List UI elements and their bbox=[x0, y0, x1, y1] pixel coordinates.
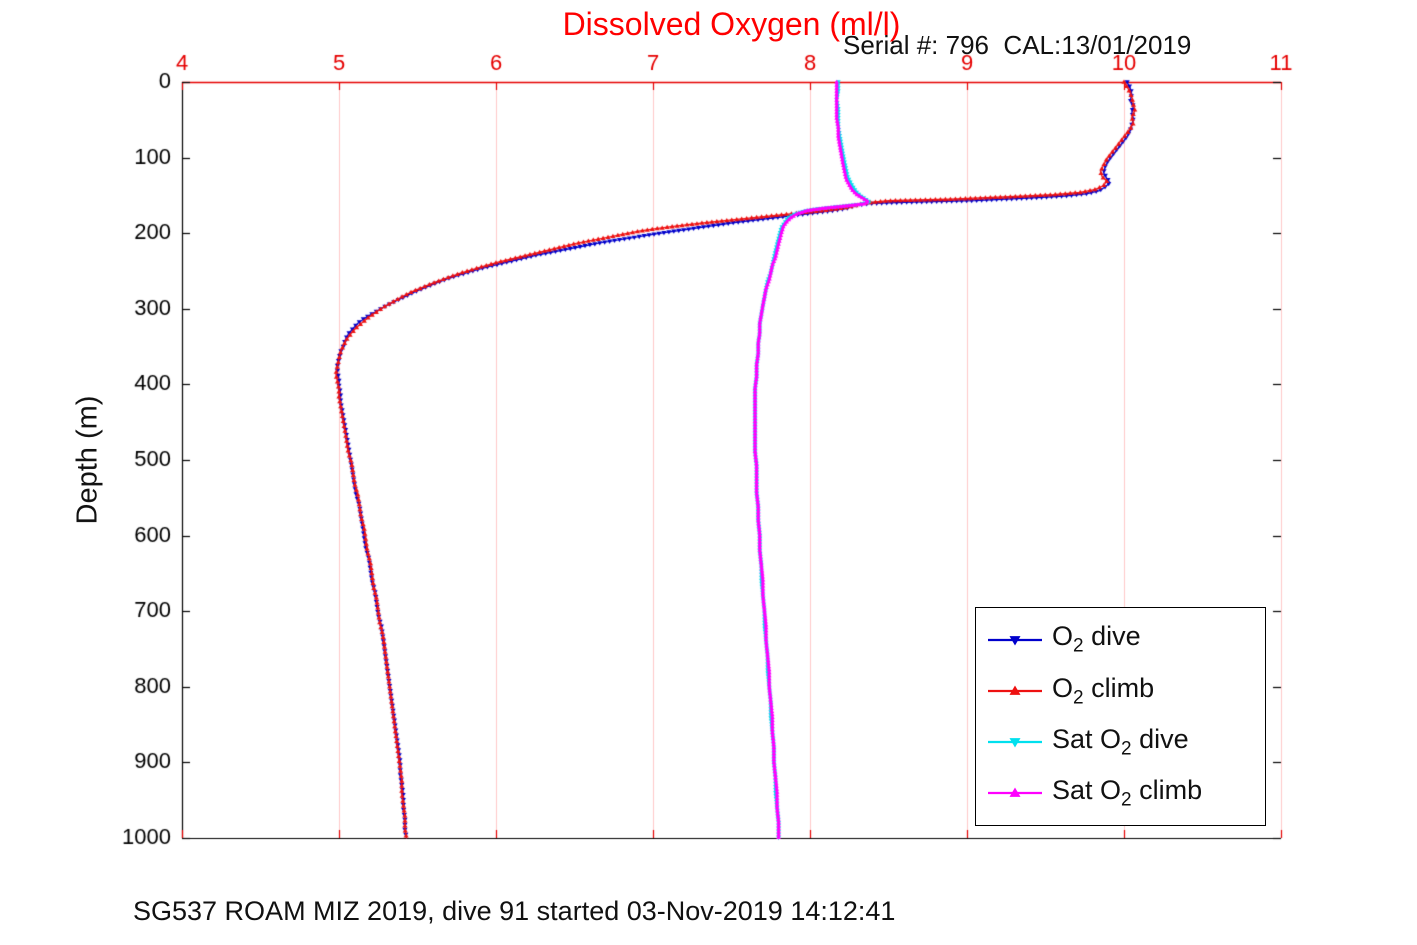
legend-item-sat-o2-climb: Sat O2 climb bbox=[986, 775, 1261, 811]
legend: O2 dive O2 climb Sat O2 dive Sat O2 climb bbox=[975, 607, 1266, 826]
figure-caption: SG537 ROAM MIZ 2019, dive 91 started 03-… bbox=[133, 896, 896, 926]
legend-item-o2-dive: O2 dive bbox=[986, 621, 1261, 657]
y-axis-label: Depth (m) bbox=[71, 395, 104, 525]
legend-swatch-o2-dive bbox=[988, 635, 1042, 646]
legend-swatch-o2-climb bbox=[988, 685, 1042, 695]
legend-item-sat-o2-dive: Sat O2 dive bbox=[986, 724, 1261, 760]
legend-label-sat-o2-climb: Sat O2 climb bbox=[1052, 775, 1203, 811]
legend-swatch-sat-o2-climb bbox=[988, 787, 1042, 798]
legend-label-sat-o2-dive: Sat O2 dive bbox=[1052, 723, 1189, 760]
legend-swatch-sat-o2-dive bbox=[988, 738, 1042, 748]
legend-item-o2-climb: O2 climb bbox=[986, 673, 1261, 709]
legend-label-o2-climb: O2 climb bbox=[1052, 672, 1155, 709]
legend-label-o2-dive: O2 dive bbox=[1052, 621, 1141, 657]
serial-annotation: Serial #: 796 CAL:13/01/2019 bbox=[843, 30, 1192, 60]
chart-title: Dissolved Oxygen (ml/l) bbox=[562, 6, 901, 42]
